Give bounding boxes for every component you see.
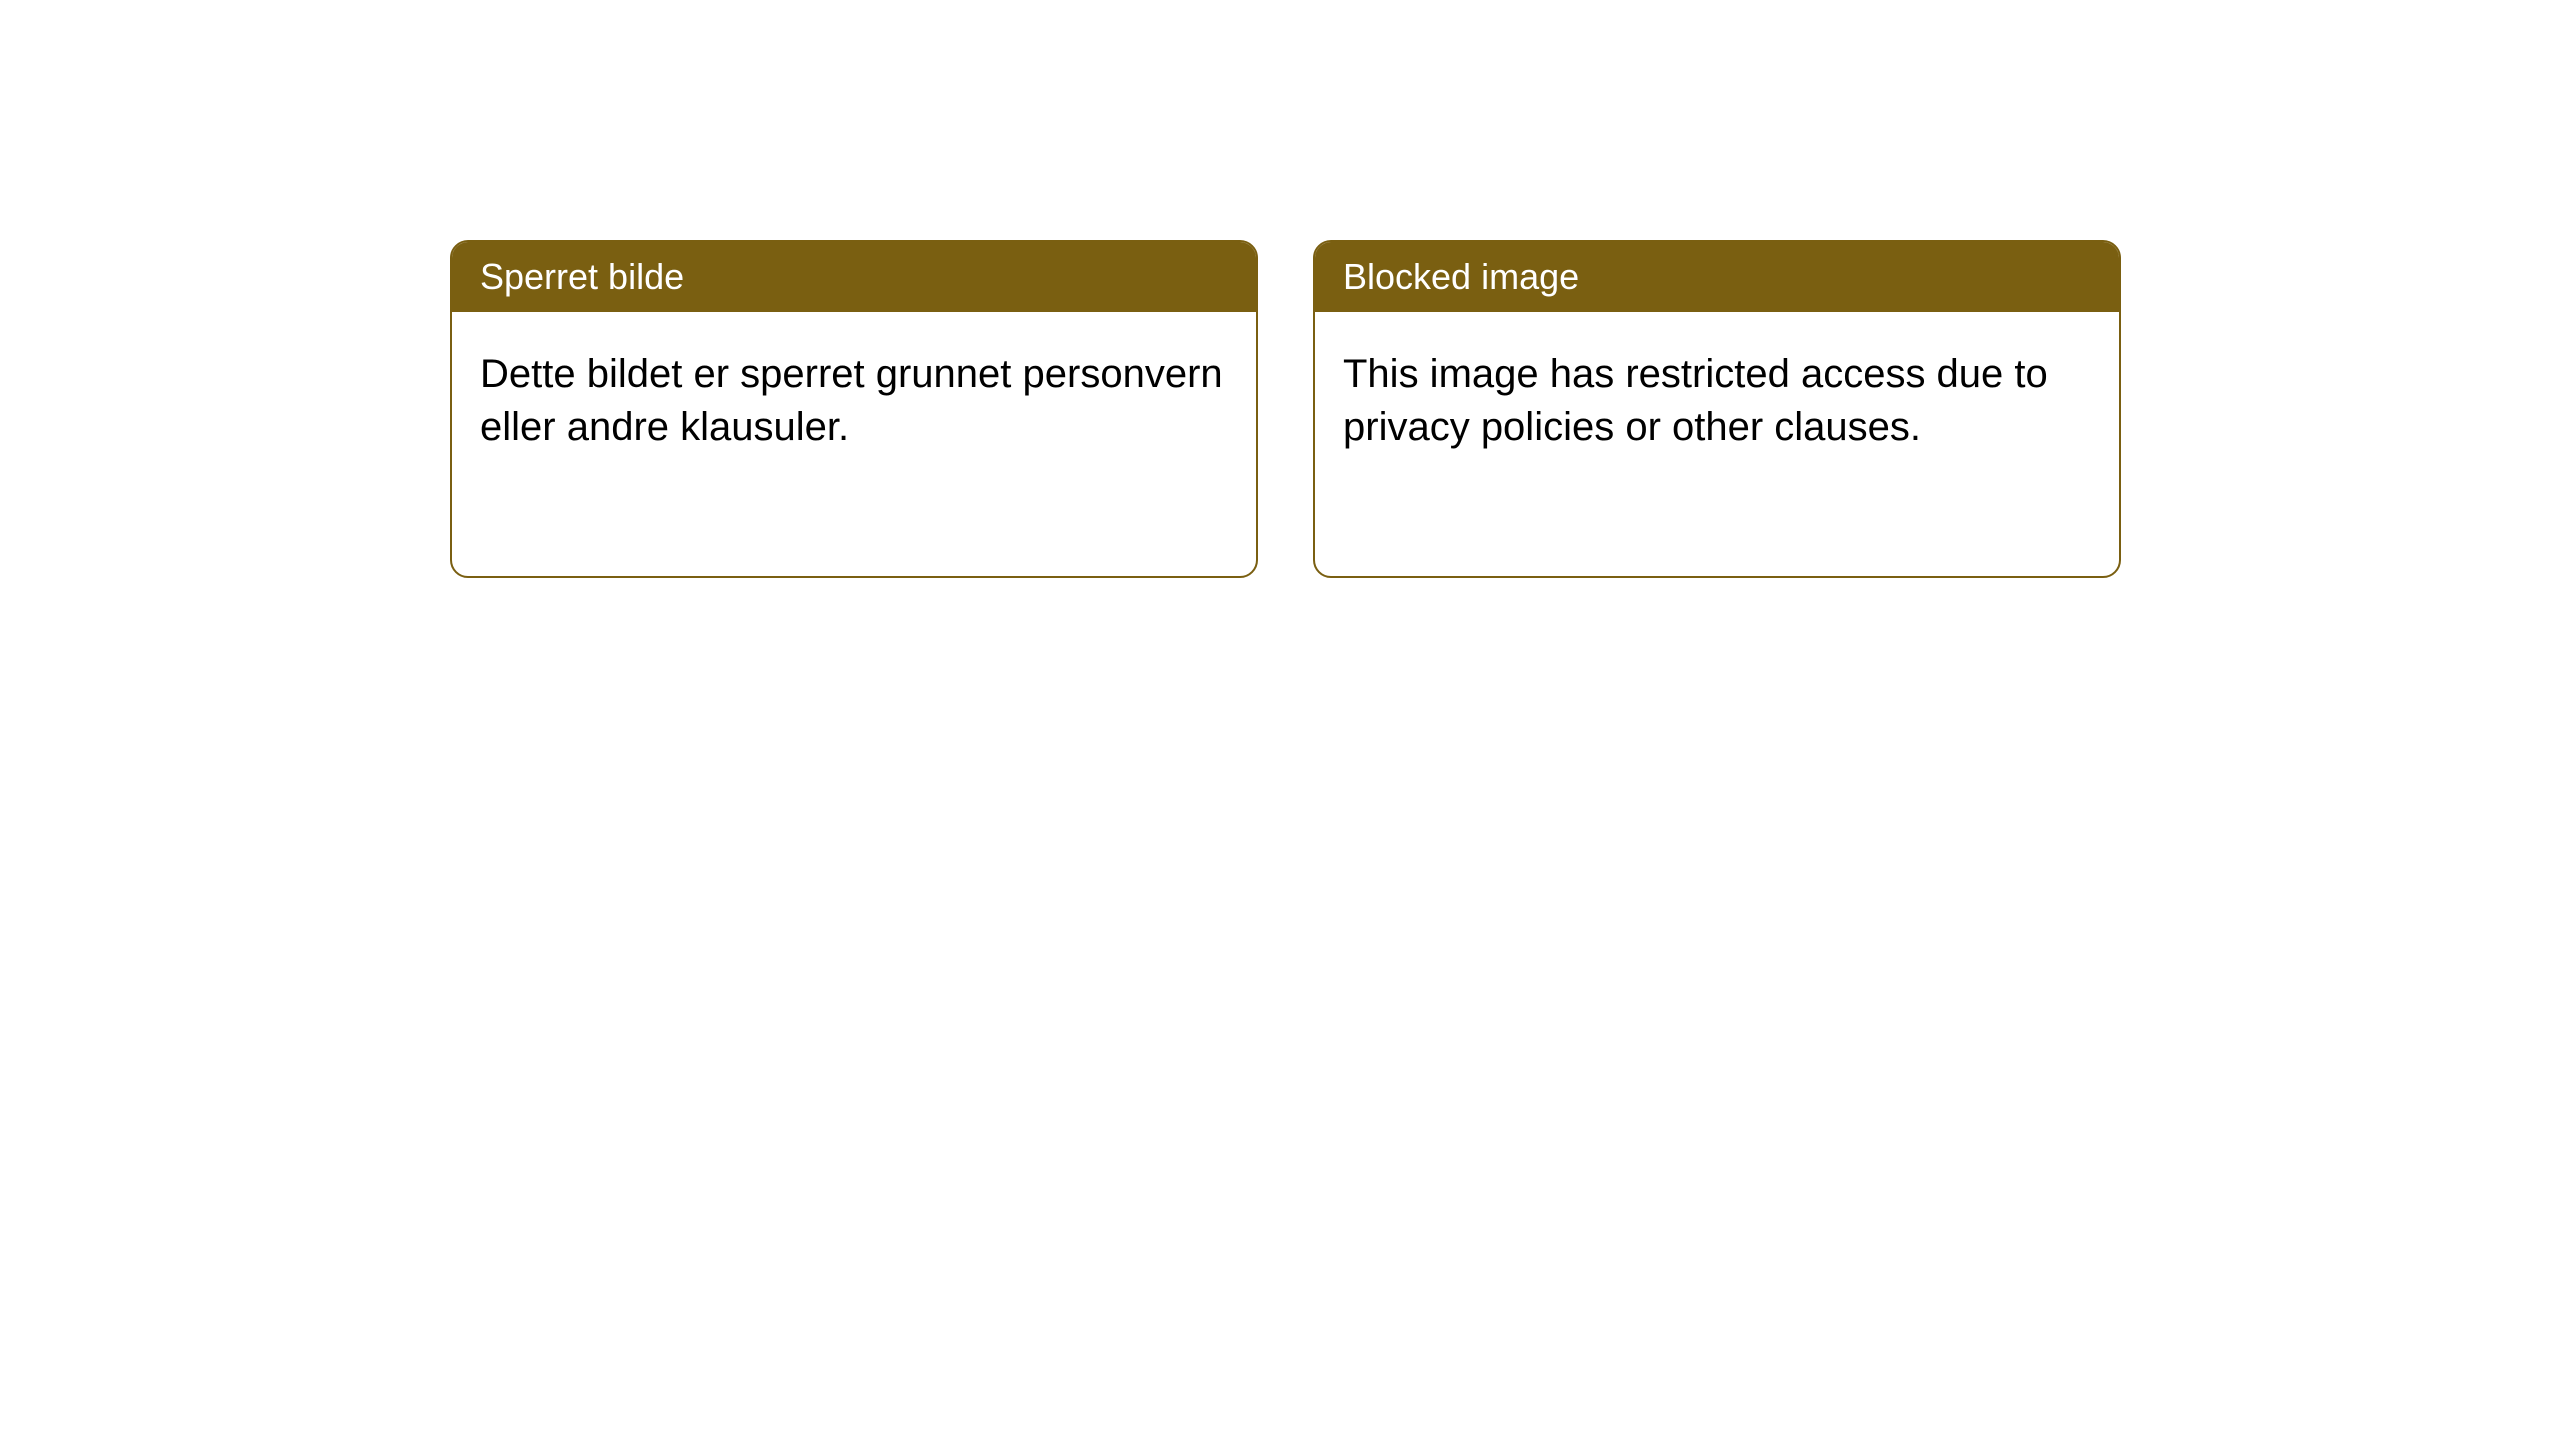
notice-card-english: Blocked image This image has restricted …: [1313, 240, 2121, 578]
notice-title: Blocked image: [1343, 256, 1579, 297]
notice-body: Dette bildet er sperret grunnet personve…: [452, 312, 1256, 490]
notice-container: Sperret bilde Dette bildet er sperret gr…: [450, 240, 2121, 578]
notice-body-text: This image has restricted access due to …: [1343, 352, 2048, 449]
notice-body: This image has restricted access due to …: [1315, 312, 2119, 490]
notice-body-text: Dette bildet er sperret grunnet personve…: [480, 352, 1223, 449]
notice-header: Blocked image: [1315, 242, 2119, 312]
notice-header: Sperret bilde: [452, 242, 1256, 312]
notice-title: Sperret bilde: [480, 256, 684, 297]
notice-card-norwegian: Sperret bilde Dette bildet er sperret gr…: [450, 240, 1258, 578]
